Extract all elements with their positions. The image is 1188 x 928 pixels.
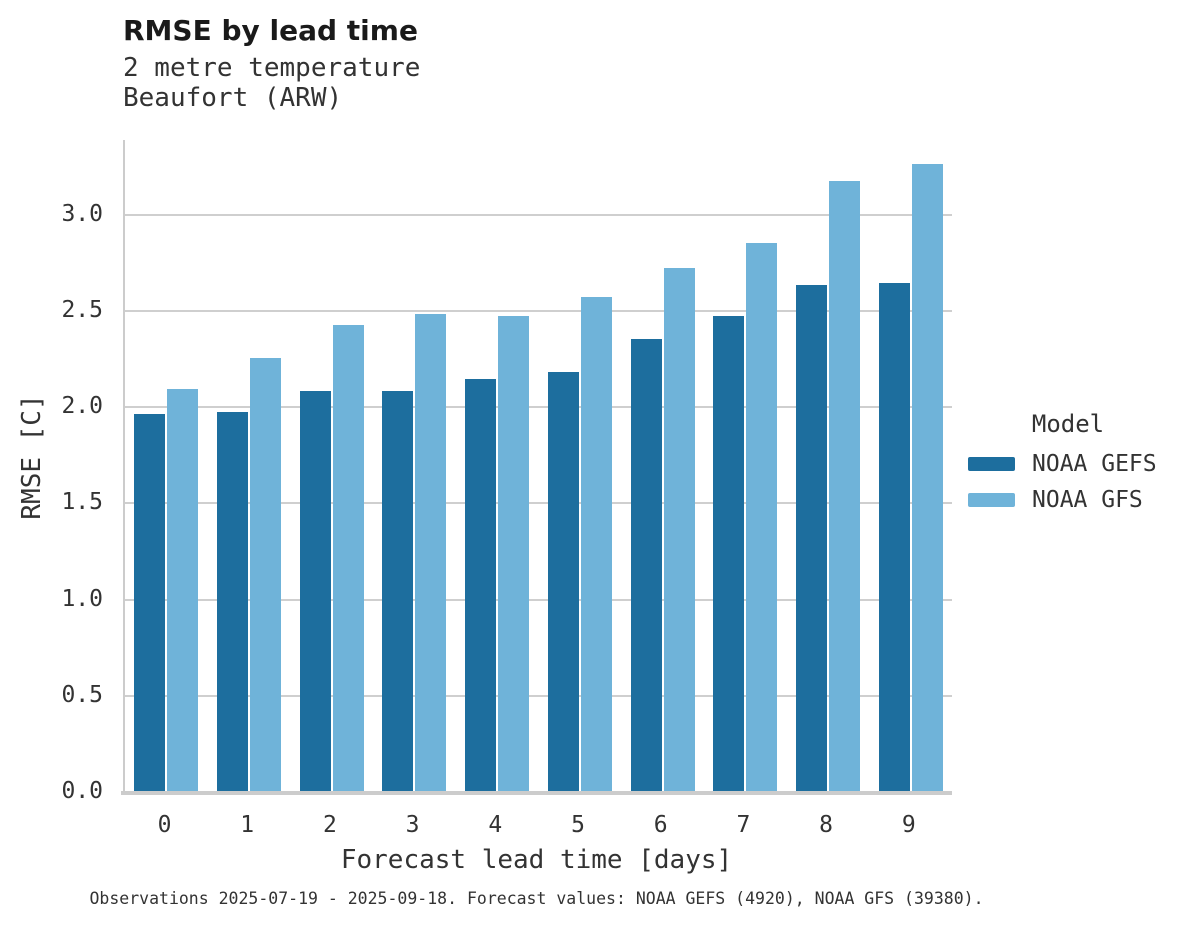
legend-label: NOAA GEFS	[1032, 450, 1157, 477]
bar-noaa-gefs-lead-3	[382, 391, 413, 793]
bar-noaa-gefs-lead-7	[713, 316, 744, 793]
y-tick-label-0.5: 0.5	[61, 681, 103, 708]
legend-swatch-icon	[968, 492, 1015, 507]
legend-items: NOAA GEFS NOAA GFS	[962, 450, 1174, 513]
x-tick-label-8: 8	[819, 812, 834, 838]
bar-noaa-gefs-lead-6	[631, 339, 662, 793]
bar-noaa-gfs-lead-1	[250, 358, 281, 793]
y-tick-label-3.0: 3.0	[61, 200, 103, 227]
bar-noaa-gfs-lead-7	[746, 243, 777, 793]
gridline-y-0.5	[125, 694, 952, 697]
bar-noaa-gefs-lead-1	[217, 412, 248, 793]
x-axis-title: Forecast lead time [days]	[340, 845, 733, 875]
footer-caption: Observations 2025-07-19 - 2025-09-18. Fo…	[89, 889, 984, 908]
bar-noaa-gfs-lead-9	[912, 164, 943, 793]
bar-noaa-gfs-lead-2	[333, 325, 364, 793]
legend-item-noaa-gfs: NOAA GFS	[962, 486, 1174, 513]
bar-noaa-gefs-lead-0	[134, 414, 165, 793]
bar-noaa-gefs-lead-5	[548, 372, 579, 793]
bar-noaa-gefs-lead-8	[796, 285, 827, 793]
y-tick-label-2.5: 2.5	[61, 297, 103, 323]
chart-subtitle-line2: Beaufort (ARW)	[123, 83, 343, 113]
gridline-y-2.0	[125, 406, 952, 409]
y-tick-label-1.0: 1.0	[61, 585, 103, 612]
x-tick-label-6: 6	[653, 812, 668, 838]
gridline-y-1.5	[125, 502, 952, 505]
x-tick-label-3: 3	[405, 812, 420, 838]
legend-item-noaa-gefs: NOAA GEFS	[962, 450, 1174, 477]
bar-noaa-gefs-lead-2	[300, 391, 331, 793]
bar-noaa-gfs-lead-3	[415, 314, 446, 793]
x-tick-label-4: 4	[488, 812, 503, 838]
x-tick-label-7: 7	[736, 812, 751, 838]
y-tick-label-0.0: 0.0	[61, 778, 103, 804]
bar-noaa-gfs-lead-4	[498, 316, 529, 793]
bar-noaa-gfs-lead-8	[829, 181, 860, 793]
legend: Model NOAA GEFS NOAA GFS	[962, 410, 1174, 524]
x-tick-label-2: 2	[322, 812, 337, 838]
legend-label: NOAA GFS	[1032, 486, 1143, 513]
chart-subtitle-line1: 2 metre temperature	[123, 53, 421, 83]
x-tick-label-0: 0	[157, 812, 172, 838]
bar-noaa-gfs-lead-5	[581, 297, 612, 793]
bar-noaa-gfs-lead-6	[664, 268, 695, 793]
chart-header: RMSE by lead time 2 metre temperature Be…	[123, 14, 420, 113]
x-tick-label-9: 9	[901, 812, 916, 838]
y-tick-label-2.0: 2.0	[61, 393, 103, 420]
plot-area	[123, 140, 952, 793]
gridline-y-2.5	[125, 310, 952, 312]
legend-title: Model	[1031, 410, 1105, 438]
legend-swatch-icon	[968, 456, 1015, 471]
x-tick-label-1: 1	[240, 812, 255, 838]
bar-noaa-gefs-lead-4	[465, 379, 496, 793]
x-axis-line	[121, 791, 952, 795]
bar-noaa-gfs-lead-0	[167, 389, 198, 793]
chart-title: RMSE by lead time	[123, 14, 418, 47]
bar-noaa-gefs-lead-9	[879, 283, 910, 793]
x-tick-label-5: 5	[571, 812, 585, 838]
gridline-y-3.0	[125, 213, 952, 216]
gridline-y-1.0	[125, 598, 952, 601]
y-tick-label-1.5: 1.5	[61, 489, 103, 516]
